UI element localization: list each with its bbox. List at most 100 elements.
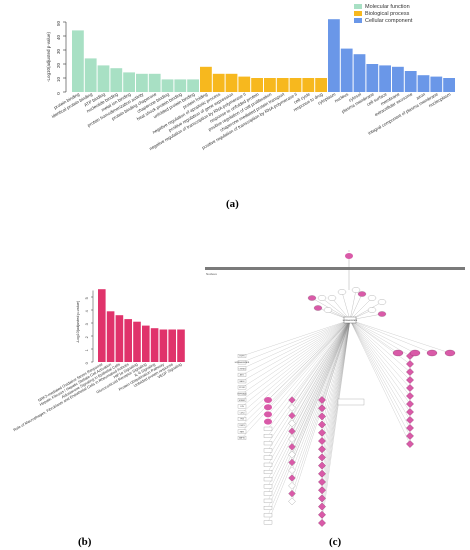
- node: [264, 418, 272, 425]
- node: [264, 404, 272, 411]
- node: [318, 437, 326, 445]
- edge: [267, 319, 351, 408]
- node-label: MAPK1: [239, 437, 245, 440]
- x-tick-label: cytosol: [348, 92, 362, 103]
- node: [263, 484, 273, 489]
- y-axis-label: -Log10(adjusted p-value): [46, 31, 51, 82]
- node: [345, 253, 353, 259]
- bar: [443, 78, 455, 92]
- node: [264, 411, 272, 418]
- edge: [241, 319, 351, 438]
- node: [318, 502, 326, 511]
- legend-swatch: [354, 11, 362, 16]
- edge: [267, 319, 351, 465]
- legend-swatch: [354, 18, 362, 23]
- node: [288, 474, 296, 482]
- y-tick-label: 3: [85, 323, 89, 325]
- node-label: STUB1: [239, 387, 245, 389]
- bar: [148, 73, 161, 92]
- edge: [349, 319, 411, 429]
- edge: [267, 319, 351, 487]
- edge: [349, 319, 451, 354]
- edge: [349, 319, 416, 354]
- node: [406, 408, 414, 416]
- node: [237, 385, 247, 390]
- bar: [106, 311, 115, 362]
- y-tick-label: 2: [85, 336, 89, 338]
- node: [406, 432, 414, 440]
- x-tick-label: Hepatic Fibrosis / Hepatic Stellate Cell…: [39, 362, 112, 406]
- node: [263, 520, 273, 525]
- edge: [267, 319, 351, 458]
- node: [406, 416, 414, 424]
- node: [318, 404, 326, 413]
- edge: [349, 319, 411, 437]
- node-label: ERBB2: [239, 400, 245, 402]
- node: [263, 448, 273, 453]
- edge: [349, 297, 373, 321]
- bar: [72, 30, 84, 92]
- node: [288, 427, 296, 435]
- node: [263, 462, 273, 467]
- node: [318, 478, 326, 486]
- bar: [142, 325, 150, 362]
- node: [406, 376, 414, 384]
- edge: [291, 319, 351, 424]
- y-axis-label: -Log10(adjusted p-value): [76, 300, 80, 343]
- node: [237, 435, 247, 440]
- x-tick-label: Role of Macrophages, Fibroblasts and End…: [13, 362, 130, 432]
- bar: [289, 78, 302, 92]
- edge: [321, 319, 351, 409]
- node-label: JUN: [240, 406, 244, 408]
- bar: [353, 54, 366, 92]
- edge: [267, 319, 351, 501]
- bar: [136, 73, 148, 92]
- node: [318, 428, 326, 437]
- network-diagram-c: Nucleus HSPA1A/HSPA1B EGFR HSPA1A/HSPA1B CTN…: [205, 250, 465, 527]
- edge: [321, 319, 351, 491]
- node: [318, 486, 326, 495]
- node: [237, 398, 247, 403]
- bar: [340, 48, 353, 92]
- node: [288, 466, 296, 474]
- bar: [225, 73, 238, 92]
- edge: [321, 319, 351, 450]
- edge: [349, 289, 357, 321]
- bar: [150, 328, 159, 362]
- bar: [177, 329, 185, 362]
- panel-label-c: (c): [329, 536, 342, 548]
- bar: [174, 79, 187, 92]
- node: [263, 441, 273, 446]
- node: [406, 368, 414, 376]
- node: [263, 513, 273, 518]
- node: [263, 498, 273, 503]
- bar: [98, 289, 106, 362]
- node-label: HSP90AA1: [237, 393, 246, 396]
- node: [288, 419, 296, 428]
- y-tick-label: 40: [56, 35, 61, 41]
- edge: [241, 319, 351, 432]
- y-tick-label: 0: [85, 362, 89, 364]
- bar: [187, 79, 199, 92]
- edge: [349, 319, 411, 405]
- edge: [291, 319, 351, 408]
- edge: [321, 319, 351, 466]
- edge: [291, 319, 351, 416]
- node: [406, 400, 414, 408]
- node: [444, 349, 456, 357]
- compartment-label: Nucleus: [206, 272, 217, 276]
- node: [237, 379, 247, 384]
- edge: [321, 319, 351, 442]
- node: [377, 311, 387, 317]
- node: [318, 412, 326, 421]
- node-group: [337, 398, 365, 406]
- node: [288, 396, 296, 404]
- y-tick-label: 0: [56, 92, 61, 95]
- edge: [267, 319, 351, 516]
- y-tick-label: 1: [85, 349, 89, 351]
- y-tick-label: 4: [85, 310, 89, 312]
- edge: [267, 319, 351, 480]
- edge: [321, 319, 351, 499]
- node: [409, 349, 421, 357]
- edge: [267, 319, 351, 473]
